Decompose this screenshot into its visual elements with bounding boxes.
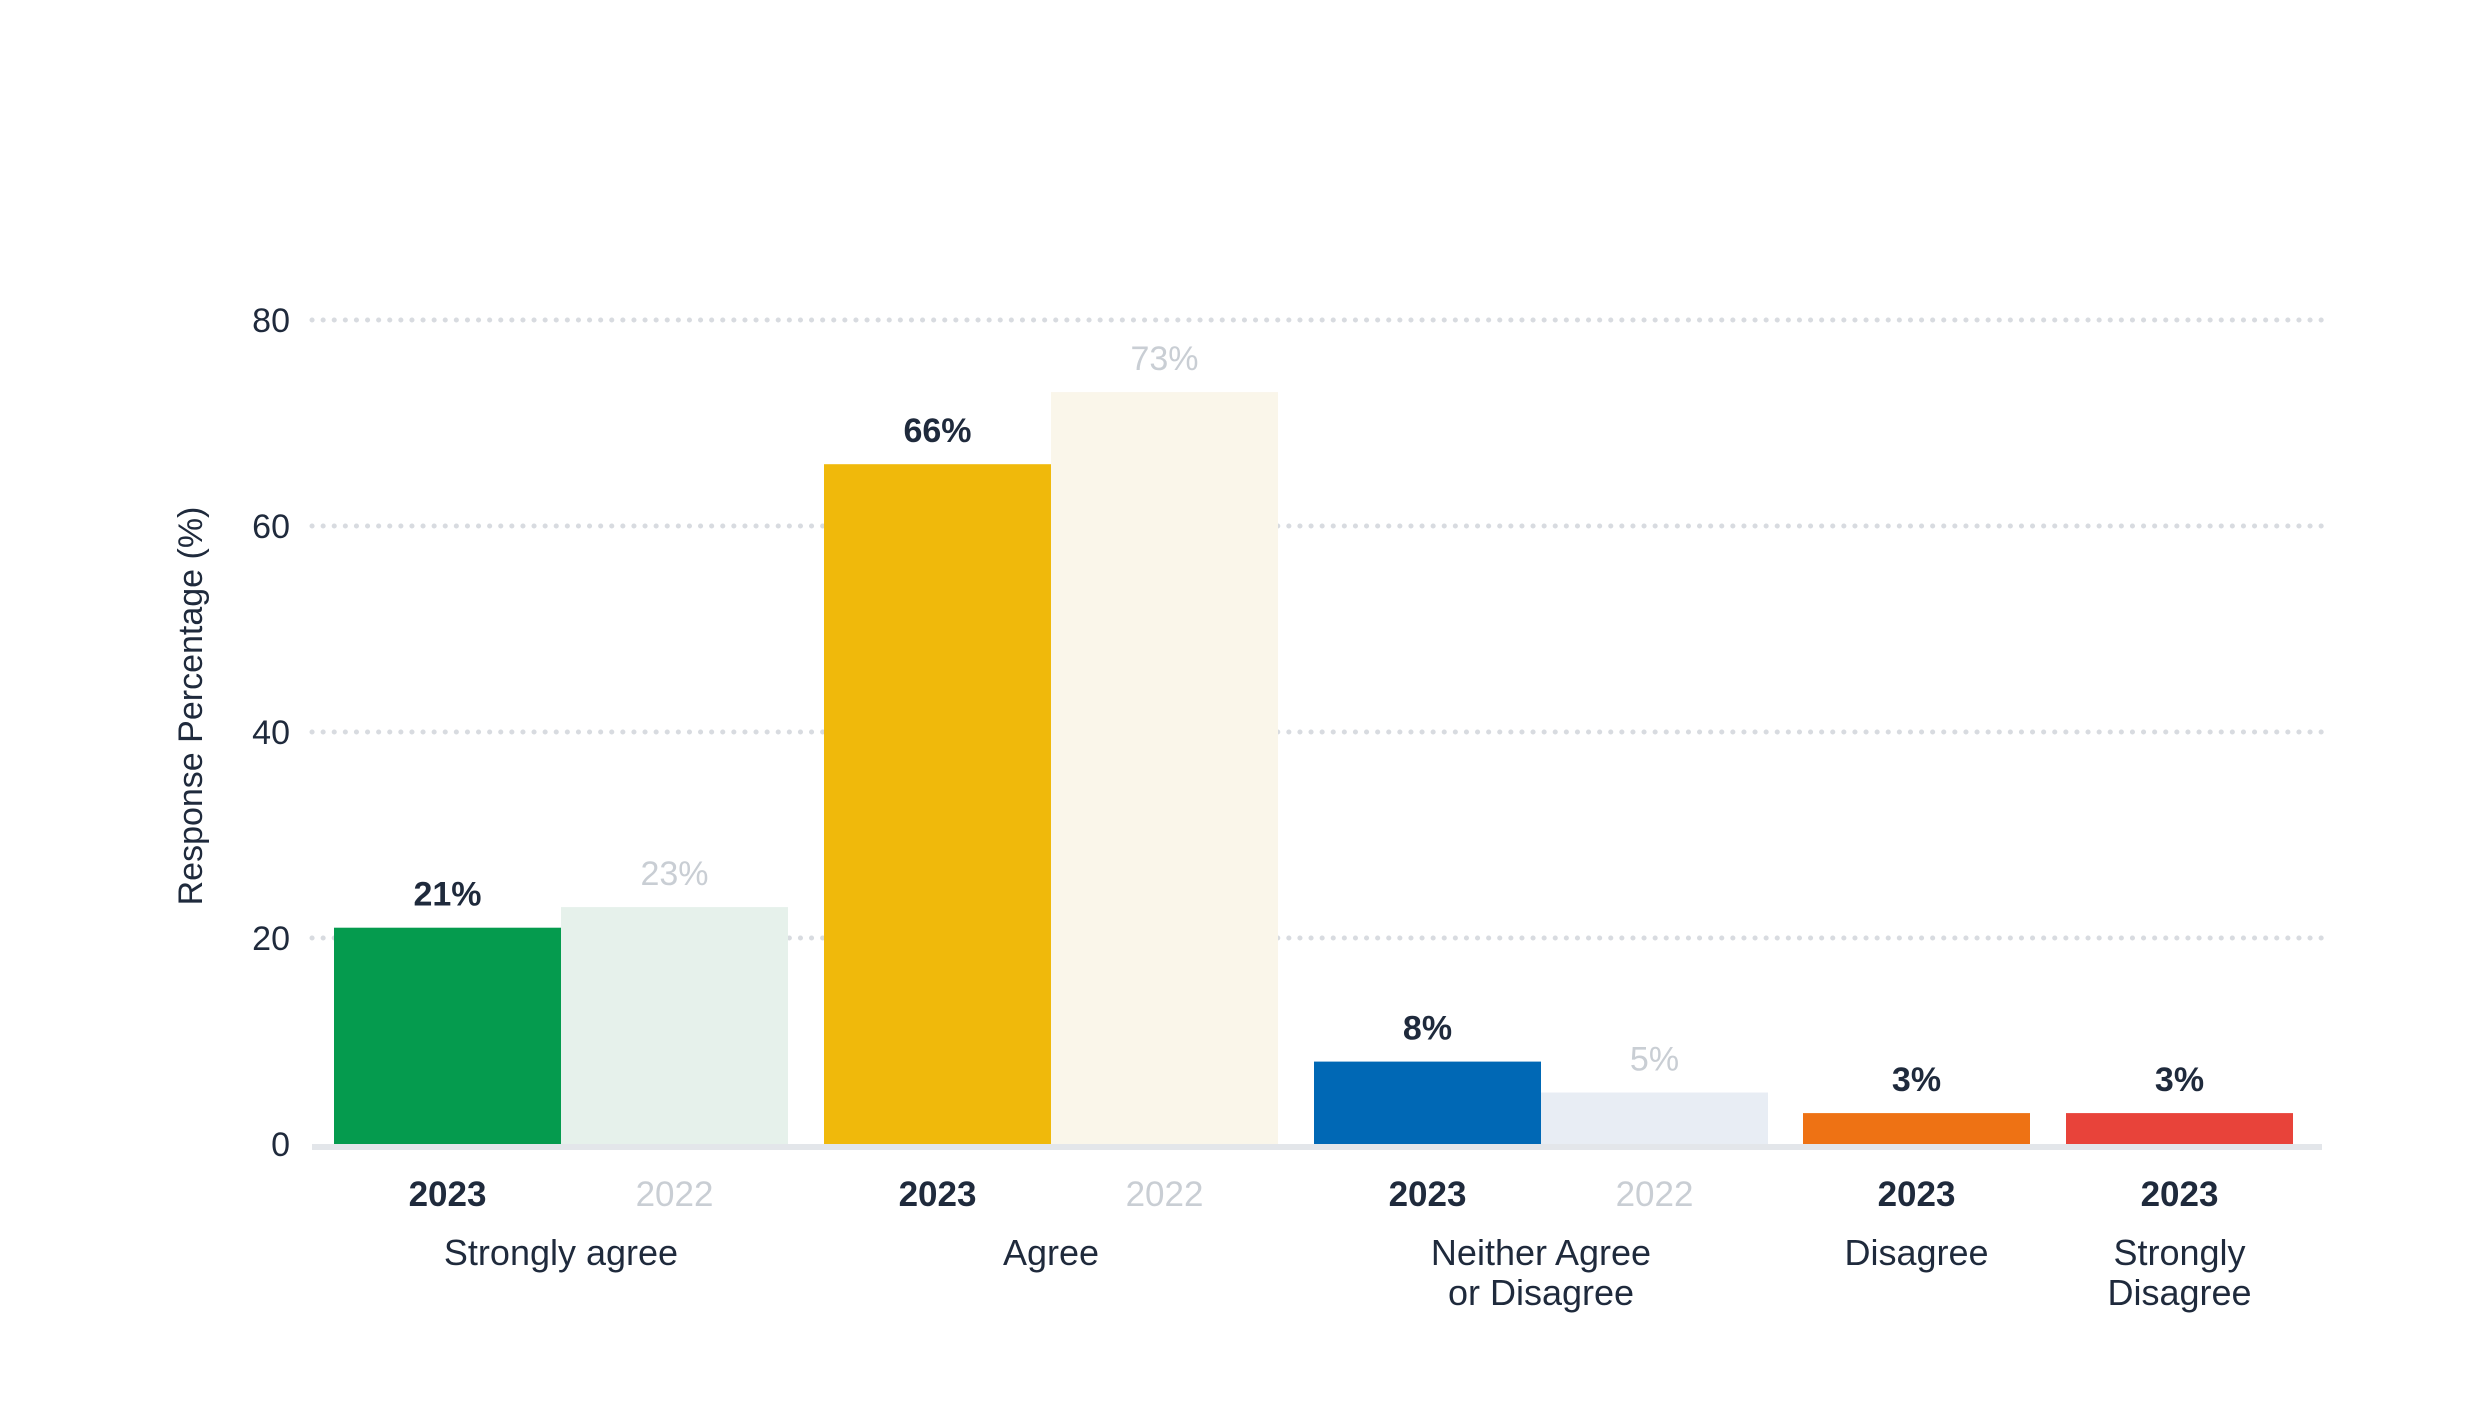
y-axis-title: Response Percentage (%) — [172, 507, 210, 906]
bar — [1803, 1113, 2030, 1144]
x-year-label: 2023 — [1389, 1175, 1467, 1214]
bar — [1541, 1092, 1768, 1144]
bar-value-label: 21% — [413, 876, 481, 914]
bar — [561, 907, 788, 1144]
bar — [824, 464, 1051, 1144]
y-tick-label: 0 — [271, 1126, 290, 1164]
x-year-label: 2023 — [409, 1175, 487, 1214]
bar-value-label: 66% — [903, 412, 971, 450]
x-year-label: 2022 — [1616, 1175, 1694, 1214]
category-label: Agree — [1003, 1232, 1099, 1273]
category-label: Strongly agree — [444, 1232, 678, 1273]
category-label: Neither Agree — [1431, 1232, 1651, 1273]
y-tick-label: 60 — [252, 508, 290, 546]
category-label: Strongly — [2113, 1232, 2245, 1273]
bar-value-label: 23% — [640, 855, 708, 893]
bar — [2066, 1113, 2293, 1144]
bar — [1314, 1061, 1541, 1144]
bar — [334, 927, 561, 1144]
bar-layer — [312, 392, 2322, 1150]
category-label: Disagree — [1844, 1232, 1988, 1273]
category-label: or Disagree — [1448, 1272, 1634, 1313]
y-tick-label: 20 — [252, 920, 290, 958]
bar-value-label: 8% — [1403, 1010, 1452, 1048]
bar-value-label: 73% — [1130, 340, 1198, 378]
category-label: Disagree — [2107, 1272, 2251, 1313]
y-tick-label: 80 — [252, 302, 290, 340]
bar-value-label: 3% — [1892, 1061, 1941, 1099]
label-layer: 21% 2023 23% 2022 Strongly agree 66% 2023 73% 20… — [409, 340, 2252, 1313]
x-year-label: 2022 — [636, 1175, 714, 1214]
x-year-label: 2023 — [899, 1175, 977, 1214]
x-year-label: 2023 — [1878, 1175, 1956, 1214]
bar — [1051, 392, 1278, 1145]
bar-value-label: 3% — [2155, 1061, 2204, 1099]
y-tick-label: 40 — [252, 714, 290, 752]
bar-value-label: 5% — [1630, 1041, 1679, 1079]
x-year-label: 2023 — [2141, 1175, 2219, 1214]
x-year-label: 2022 — [1126, 1175, 1204, 1214]
grid-layer: 0 20 40 60 80 — [252, 302, 2333, 1164]
